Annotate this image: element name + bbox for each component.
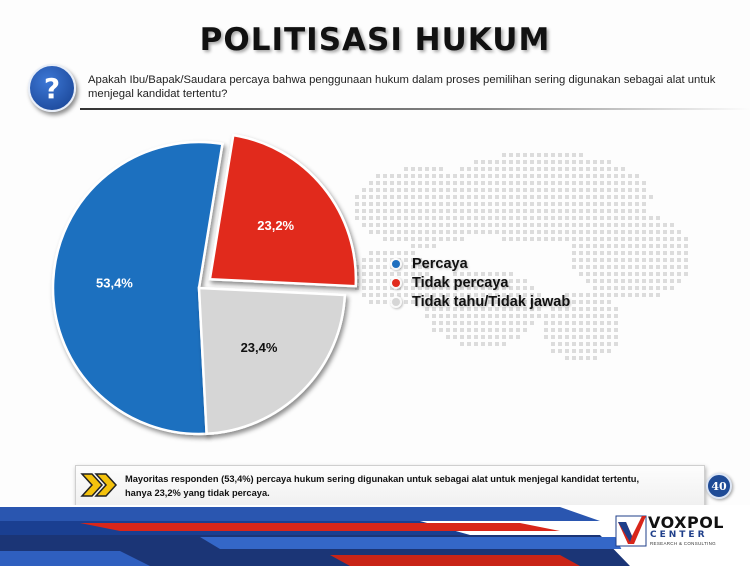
legend-item-percaya: Percaya (392, 254, 570, 273)
legend-label: Percaya (412, 255, 468, 272)
logo-name: VOXPOL (648, 513, 724, 532)
page-number-badge: 40 (706, 473, 732, 499)
pie-data-label: 53,4% (96, 275, 133, 290)
pie-data-label: 23,4% (241, 340, 278, 355)
legend-swatch (392, 278, 400, 287)
double-chevron-icon (80, 473, 118, 497)
legend-swatch (392, 297, 400, 306)
divider (80, 108, 750, 110)
summary-text: Mayoritas responden (53,4%) percaya huku… (125, 472, 697, 500)
voxpol-logo-mark (615, 515, 647, 547)
summary-line-2: hanya 23,2% yang tidak percaya. (125, 488, 270, 498)
world-map-dots-background (355, 153, 688, 360)
legend-swatch (392, 259, 400, 268)
logo-subtitle: RESEARCH & CONSULTING (650, 541, 716, 546)
legend-label: Tidak percaya (412, 274, 509, 291)
pie-slice-percaya (51, 140, 224, 436)
chart-legend: Percaya Tidak percaya Tidak tahu/Tidak j… (392, 254, 570, 311)
legend-item-tidak-percaya: Tidak percaya (392, 273, 570, 292)
pie-slice-tidak-percaya (208, 133, 358, 288)
pie-slice-tidak-tahu-tidak-jawab (197, 286, 347, 436)
page-title: POLITISASI HUKUM (199, 22, 551, 58)
summary-box (75, 465, 705, 507)
summary-line-1: Mayoritas responden (53,4%) percaya huku… (125, 474, 640, 484)
legend-label: Tidak tahu/Tidak jawab (412, 293, 571, 310)
logo-center: CENTER (650, 530, 708, 540)
question-text: Apakah Ibu/Bapak/Saudara percaya bahwa p… (88, 74, 716, 100)
question-mark-icon: ? (28, 64, 76, 112)
legend-item-tidak-tahu: Tidak tahu/Tidak jawab (392, 292, 570, 311)
pie-data-label: 23,2% (257, 218, 294, 233)
